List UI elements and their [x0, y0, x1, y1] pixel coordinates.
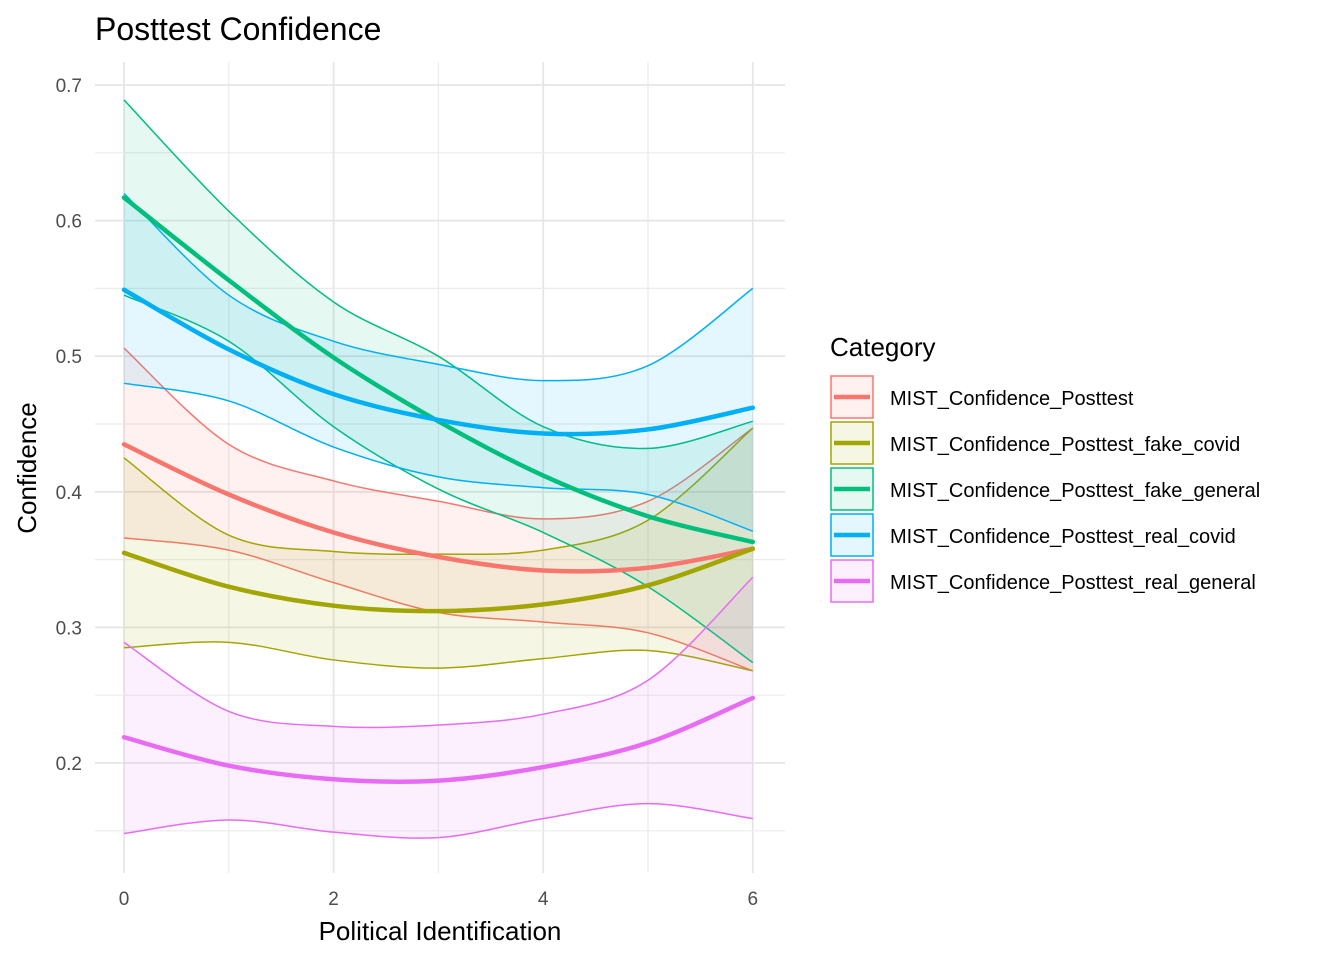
legend-item: MIST_Confidence_Posttest_real_general	[830, 559, 1256, 603]
upper-bound-mist-confidence-posttest-real-covid	[123, 192, 754, 382]
legend-label: MIST_Confidence_Posttest	[890, 388, 1134, 410]
line-mist-confidence-posttest-real-covid	[121, 287, 756, 437]
legend-item: MIST_Confidence_Posttest_fake_covid	[830, 421, 1240, 465]
series-lines	[121, 195, 756, 784]
x-axis-title: Political Identification	[319, 916, 562, 946]
y-axis-title: Confidence	[12, 402, 42, 534]
upper-bound-mist-confidence-posttest-fake-covid	[123, 427, 754, 556]
legend-label: MIST_Confidence_Posttest_fake_general	[890, 480, 1260, 502]
x-tick-label: 4	[538, 889, 549, 910]
legend-item: MIST_Confidence_Posttest_fake_general	[830, 467, 1260, 511]
ribbon-mist-confidence-posttest-fake-covid	[124, 428, 753, 671]
ribbon-mist-confidence-posttest	[124, 348, 753, 671]
y-axis-ticks: 0.2 0.3 0.4 0.5 0.6 0.7	[56, 76, 83, 775]
x-tick-label: 6	[748, 889, 759, 910]
y-tick-label: 0.7	[56, 76, 82, 97]
line-mist-confidence-posttest-real-general	[121, 695, 756, 784]
lower-bound-mist-confidence-posttest-real-covid	[123, 382, 754, 532]
lower-bound-mist-confidence-posttest-fake-covid	[123, 641, 753, 672]
x-axis-ticks: 0 2 4 6	[119, 889, 758, 910]
upper-bound-mist-confidence-posttest	[123, 347, 754, 520]
lower-bound-mist-confidence-posttest-real-general	[123, 802, 753, 839]
legend-label: MIST_Confidence_Posttest_real_covid	[890, 526, 1236, 548]
legend-label: MIST_Confidence_Posttest_real_general	[890, 572, 1256, 594]
y-tick-label: 0.4	[56, 483, 83, 504]
legend-label: MIST_Confidence_Posttest_fake_covid	[890, 434, 1240, 456]
upper-bound-mist-confidence-posttest-fake-general	[123, 99, 753, 450]
y-tick-label: 0.2	[56, 754, 82, 775]
legend: MIST_Confidence_Posttest MIST_Confidence_…	[830, 375, 1260, 603]
chart-title: Posttest Confidence	[95, 11, 381, 47]
x-tick-label: 2	[328, 889, 339, 910]
x-tick-label: 0	[119, 889, 130, 910]
legend-item: MIST_Confidence_Posttest	[830, 375, 1134, 419]
legend-title: Category	[830, 332, 936, 362]
y-tick-label: 0.5	[56, 347, 82, 368]
line-mist-confidence-posttest-fake-covid	[121, 546, 756, 614]
y-tick-label: 0.6	[56, 212, 82, 233]
legend-item: MIST_Confidence_Posttest_real_covid	[830, 513, 1236, 557]
y-tick-label: 0.3	[56, 618, 82, 639]
line-mist-confidence-posttest	[121, 442, 756, 574]
ribbon-mist-confidence-posttest-fake-general	[124, 99, 753, 663]
grid	[95, 62, 785, 873]
upper-bound-mist-confidence-posttest-real-general	[123, 576, 754, 729]
ribbon-mist-confidence-posttest-real-covid	[124, 193, 753, 532]
